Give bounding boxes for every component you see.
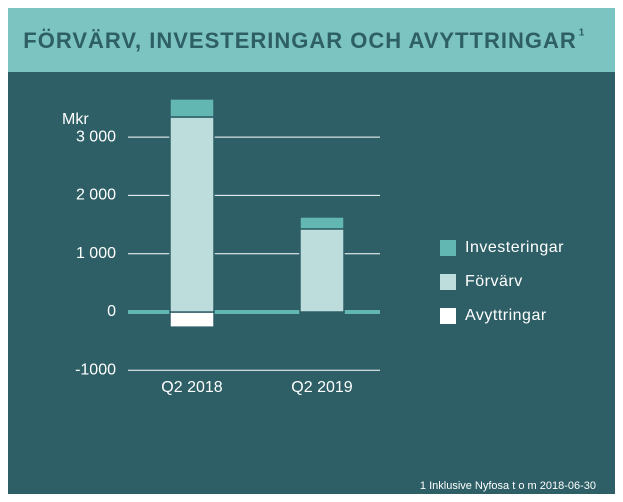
legend-label: Investeringar bbox=[465, 239, 564, 256]
y-tick-label: 2 000 bbox=[76, 187, 116, 204]
legend-swatch bbox=[440, 274, 456, 290]
y-tick-label: -1000 bbox=[75, 362, 116, 379]
footnote: 1 Inklusive Nyfosa t o m 2018-06-30 bbox=[420, 480, 596, 492]
y-tick-label: 0 bbox=[107, 303, 116, 320]
legend-swatch bbox=[440, 240, 456, 256]
bar-segment bbox=[169, 116, 215, 313]
chart-title: FÖRVÄRV, INVESTERINGAR OCH AVYTTRINGAR bbox=[23, 28, 576, 53]
bar-segment bbox=[299, 228, 345, 313]
title-note: 1 bbox=[579, 28, 585, 39]
x-tick-label: Q2 2019 bbox=[291, 379, 352, 396]
header bbox=[8, 8, 615, 72]
legend-swatch bbox=[440, 308, 456, 324]
bar-segment bbox=[169, 311, 215, 328]
bar-segment bbox=[169, 98, 215, 118]
x-tick-label: Q2 2018 bbox=[161, 379, 222, 396]
y-tick-label: 3 000 bbox=[76, 128, 116, 145]
y-tick-label: 1 000 bbox=[76, 245, 116, 262]
legend-label: Avyttringar bbox=[465, 307, 547, 324]
bar-segment bbox=[299, 216, 345, 230]
legend-label: Förvärv bbox=[465, 273, 523, 290]
y-axis-label: Mkr bbox=[62, 111, 89, 128]
